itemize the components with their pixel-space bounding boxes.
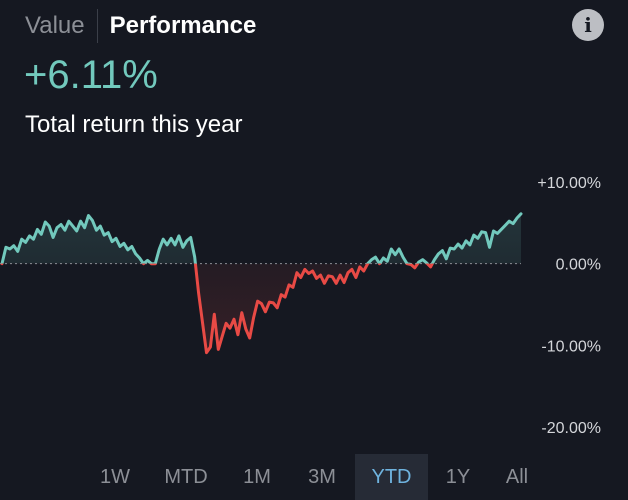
y-tick-label: -20.00% bbox=[541, 420, 601, 437]
y-tick-label: -10.00% bbox=[541, 338, 601, 355]
range-all[interactable]: All bbox=[505, 466, 529, 488]
total-return-value: +6.11% bbox=[24, 53, 158, 97]
y-tick-label: 0.00% bbox=[556, 257, 601, 274]
range-3m[interactable]: 3M bbox=[308, 466, 336, 488]
negative-area-fill bbox=[2, 263, 521, 353]
total-return-caption: Total return this year bbox=[25, 111, 243, 138]
tab-value[interactable]: Value bbox=[25, 12, 85, 39]
range-1w[interactable]: 1W bbox=[100, 466, 130, 488]
tab-performance[interactable]: Performance bbox=[109, 12, 257, 39]
tab-divider bbox=[96, 9, 98, 43]
y-tick-label: +10.00% bbox=[537, 175, 601, 192]
performance-chart: +10.00% 0.00% -10.00% -20.00% bbox=[0, 175, 601, 437]
range-1m[interactable]: 1M bbox=[243, 466, 271, 488]
info-icon[interactable]: i bbox=[572, 9, 604, 41]
range-mtd[interactable]: MTD bbox=[164, 466, 208, 488]
range-ytd[interactable]: YTD bbox=[355, 454, 428, 500]
range-1y[interactable]: 1Y bbox=[445, 466, 471, 488]
return-line-positive bbox=[0, 212, 523, 264]
time-range-selector: 1W MTD 1M 3M YTD 1Y All bbox=[0, 454, 628, 500]
view-tabs: Value Performance bbox=[25, 9, 257, 43]
return-line-negative bbox=[0, 263, 435, 355]
